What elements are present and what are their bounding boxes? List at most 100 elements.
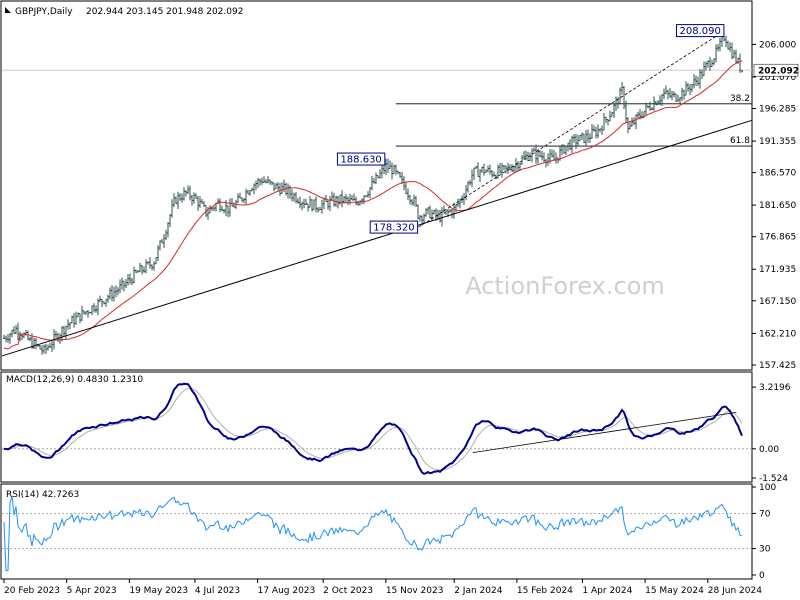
- price-bar: [81, 305, 83, 321]
- price-bar: [147, 261, 149, 265]
- price-bar: [687, 82, 689, 92]
- price-bar: [325, 195, 327, 203]
- price-bar: [331, 191, 333, 201]
- price-bar: [679, 96, 681, 105]
- price-annotation: 208.090: [676, 24, 725, 38]
- price-bar: [47, 344, 49, 351]
- price-tick-label: 157.425: [759, 361, 796, 371]
- price-bar: [17, 322, 19, 340]
- price-tick-label: 167.150: [759, 297, 796, 307]
- price-annotation: 178.320: [369, 220, 419, 234]
- price-bar: [693, 74, 695, 89]
- price-bar: [249, 189, 251, 196]
- price-bar: [741, 69, 743, 73]
- price-bar: [425, 208, 427, 217]
- price-bar: [493, 171, 495, 177]
- price-bar: [553, 150, 555, 161]
- price-bar: [451, 209, 453, 219]
- price-bar: [203, 201, 205, 208]
- price-bar: [377, 175, 379, 179]
- price-bar: [315, 196, 317, 213]
- macd-tick-label: 3.2196: [759, 383, 791, 393]
- ohlc-values: 202.944 203.145 201.948 202.092: [86, 7, 243, 17]
- price-bar: [277, 182, 279, 191]
- price-bar: [345, 193, 347, 204]
- date-tick-label: 5 Apr 2023: [67, 586, 117, 596]
- price-bar: [505, 165, 507, 174]
- price-bar: [257, 178, 259, 188]
- annotation-box: [336, 152, 386, 166]
- price-bar: [193, 192, 195, 204]
- price-bar: [683, 89, 685, 100]
- date-tick-label: 15 Feb 2024: [517, 586, 573, 596]
- price-bar: [111, 285, 113, 302]
- price-bar: [143, 266, 145, 273]
- price-bar: [403, 176, 405, 191]
- price-bar: [125, 278, 127, 288]
- price-header: GBPJPY,Daily 202.944 203.145 201.948 202…: [5, 7, 243, 17]
- price-bar: [419, 215, 421, 222]
- annotation-box: [369, 220, 419, 234]
- price-bar: [499, 162, 501, 174]
- price-bar: [675, 93, 677, 103]
- price-bar: [381, 164, 383, 179]
- price-bar: [299, 196, 301, 209]
- price-bar: [717, 43, 719, 52]
- price-bar: [85, 311, 87, 316]
- price-bar: [621, 82, 623, 95]
- price-bar: [383, 164, 385, 174]
- price-bar: [573, 134, 575, 143]
- price-bar: [473, 167, 475, 181]
- price-bar: [319, 206, 321, 211]
- price-bar: [479, 169, 481, 183]
- price-tick-label: 176.865: [759, 233, 796, 243]
- price-bar: [191, 194, 193, 206]
- price-bar: [491, 169, 493, 178]
- price-bar: [275, 182, 277, 190]
- price-bar: [169, 214, 171, 228]
- price-bar: [519, 162, 521, 171]
- price-bar: [77, 312, 79, 318]
- price-bar: [95, 305, 97, 313]
- price-bar: [485, 169, 487, 173]
- price-bar: [15, 325, 17, 335]
- price-bar: [699, 69, 701, 89]
- price-bar: [405, 181, 407, 195]
- price-bar: [301, 201, 303, 211]
- price-bar: [725, 35, 727, 48]
- channel-dashed-line: [418, 30, 726, 228]
- current-price-label: 202.092: [758, 67, 799, 77]
- price-bar: [189, 185, 191, 201]
- rsi-tick-label: 30: [759, 545, 771, 555]
- price-bar: [267, 176, 269, 184]
- price-bar: [423, 213, 425, 225]
- price-bar: [415, 195, 417, 207]
- price-bar: [129, 273, 131, 285]
- price-bar: [243, 198, 245, 204]
- price-bar: [713, 58, 715, 66]
- price-bar: [623, 86, 625, 110]
- price-bar: [281, 182, 283, 194]
- price-bar: [531, 148, 533, 163]
- price-bar: [593, 125, 595, 132]
- price-bar: [373, 177, 375, 184]
- price-bar: [213, 206, 215, 212]
- price-bar: [49, 342, 51, 348]
- price-bar: [87, 309, 89, 318]
- price-bar: [551, 149, 553, 158]
- price-bar: [141, 264, 143, 275]
- price-bar: [45, 343, 47, 354]
- price-bar: [69, 322, 71, 330]
- price-bar: [401, 172, 403, 185]
- price-bar: [361, 198, 363, 205]
- price-bar: [545, 158, 547, 168]
- price-bar: [123, 280, 125, 292]
- price-bar: [341, 190, 343, 208]
- price-bar: [547, 153, 549, 166]
- moving-average-line: [3, 60, 743, 350]
- rsi-tick-label: 70: [759, 509, 771, 519]
- fib-level-label: 38.2: [730, 94, 750, 104]
- price-bar: [661, 93, 663, 106]
- price-bar: [391, 162, 393, 180]
- price-bar: [465, 184, 467, 201]
